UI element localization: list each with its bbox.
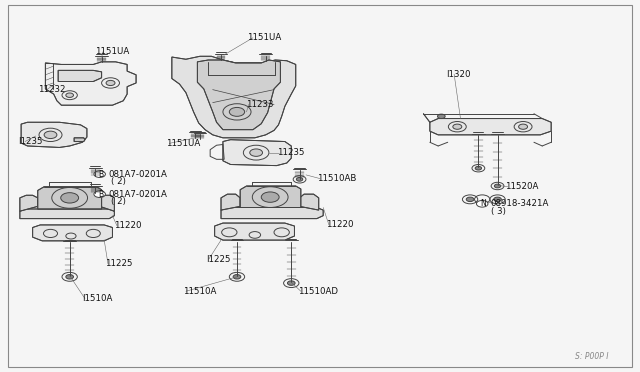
Circle shape — [66, 275, 74, 279]
Text: 11510AB: 11510AB — [317, 174, 357, 183]
Polygon shape — [221, 208, 323, 219]
Circle shape — [287, 281, 295, 285]
Text: 11233: 11233 — [246, 100, 273, 109]
Polygon shape — [74, 138, 85, 141]
Text: I1320: I1320 — [447, 70, 471, 78]
Polygon shape — [430, 119, 551, 135]
Polygon shape — [223, 140, 291, 166]
Text: 11520A: 11520A — [505, 182, 539, 191]
Text: 11510A: 11510A — [182, 287, 216, 296]
Text: 081A7-0201A: 081A7-0201A — [108, 190, 167, 199]
Polygon shape — [172, 56, 296, 138]
Circle shape — [296, 177, 303, 181]
Polygon shape — [20, 195, 38, 211]
Text: B: B — [99, 170, 104, 179]
Circle shape — [44, 131, 57, 138]
Circle shape — [261, 192, 279, 202]
Circle shape — [476, 201, 488, 207]
Text: 081A7-0201A: 081A7-0201A — [108, 170, 167, 179]
Polygon shape — [20, 209, 115, 219]
Text: 1151UA: 1151UA — [247, 33, 282, 42]
Text: ( 2): ( 2) — [111, 177, 125, 186]
Text: 11232: 11232 — [38, 85, 65, 94]
Circle shape — [106, 80, 115, 86]
Circle shape — [467, 197, 474, 202]
Text: 1151UA: 1151UA — [95, 47, 129, 56]
Polygon shape — [45, 62, 136, 105]
Text: N: N — [481, 199, 486, 208]
Polygon shape — [197, 60, 280, 130]
Text: S: P00P I: S: P00P I — [575, 352, 609, 361]
Text: 11220: 11220 — [326, 221, 354, 230]
Polygon shape — [58, 70, 102, 81]
Circle shape — [66, 93, 74, 97]
Text: 11225: 11225 — [106, 259, 133, 268]
Polygon shape — [33, 225, 113, 241]
Text: 08918-3421A: 08918-3421A — [490, 199, 549, 208]
Circle shape — [233, 275, 241, 279]
Polygon shape — [21, 122, 87, 147]
Text: 11510AD: 11510AD — [298, 287, 339, 296]
Text: I1510A: I1510A — [83, 294, 113, 303]
Circle shape — [61, 193, 79, 203]
Text: 1151UA: 1151UA — [166, 139, 200, 148]
Circle shape — [494, 184, 500, 188]
Polygon shape — [214, 223, 294, 240]
Text: ( 2): ( 2) — [111, 197, 125, 206]
Circle shape — [518, 124, 527, 129]
Circle shape — [493, 197, 501, 202]
Circle shape — [453, 124, 462, 129]
Text: I1225: I1225 — [206, 254, 231, 263]
Circle shape — [94, 171, 106, 177]
Polygon shape — [38, 187, 102, 209]
Text: B: B — [99, 190, 104, 199]
Text: 11235: 11235 — [276, 148, 304, 157]
Text: ( 3): ( 3) — [490, 207, 506, 216]
Polygon shape — [100, 195, 115, 211]
Circle shape — [94, 191, 106, 198]
Text: I1235: I1235 — [19, 137, 43, 146]
Circle shape — [250, 149, 262, 156]
Circle shape — [438, 114, 445, 119]
Text: 11220: 11220 — [115, 221, 142, 230]
Polygon shape — [221, 194, 240, 210]
Circle shape — [229, 108, 244, 116]
Polygon shape — [240, 186, 301, 208]
Polygon shape — [300, 194, 319, 210]
Circle shape — [475, 166, 481, 170]
